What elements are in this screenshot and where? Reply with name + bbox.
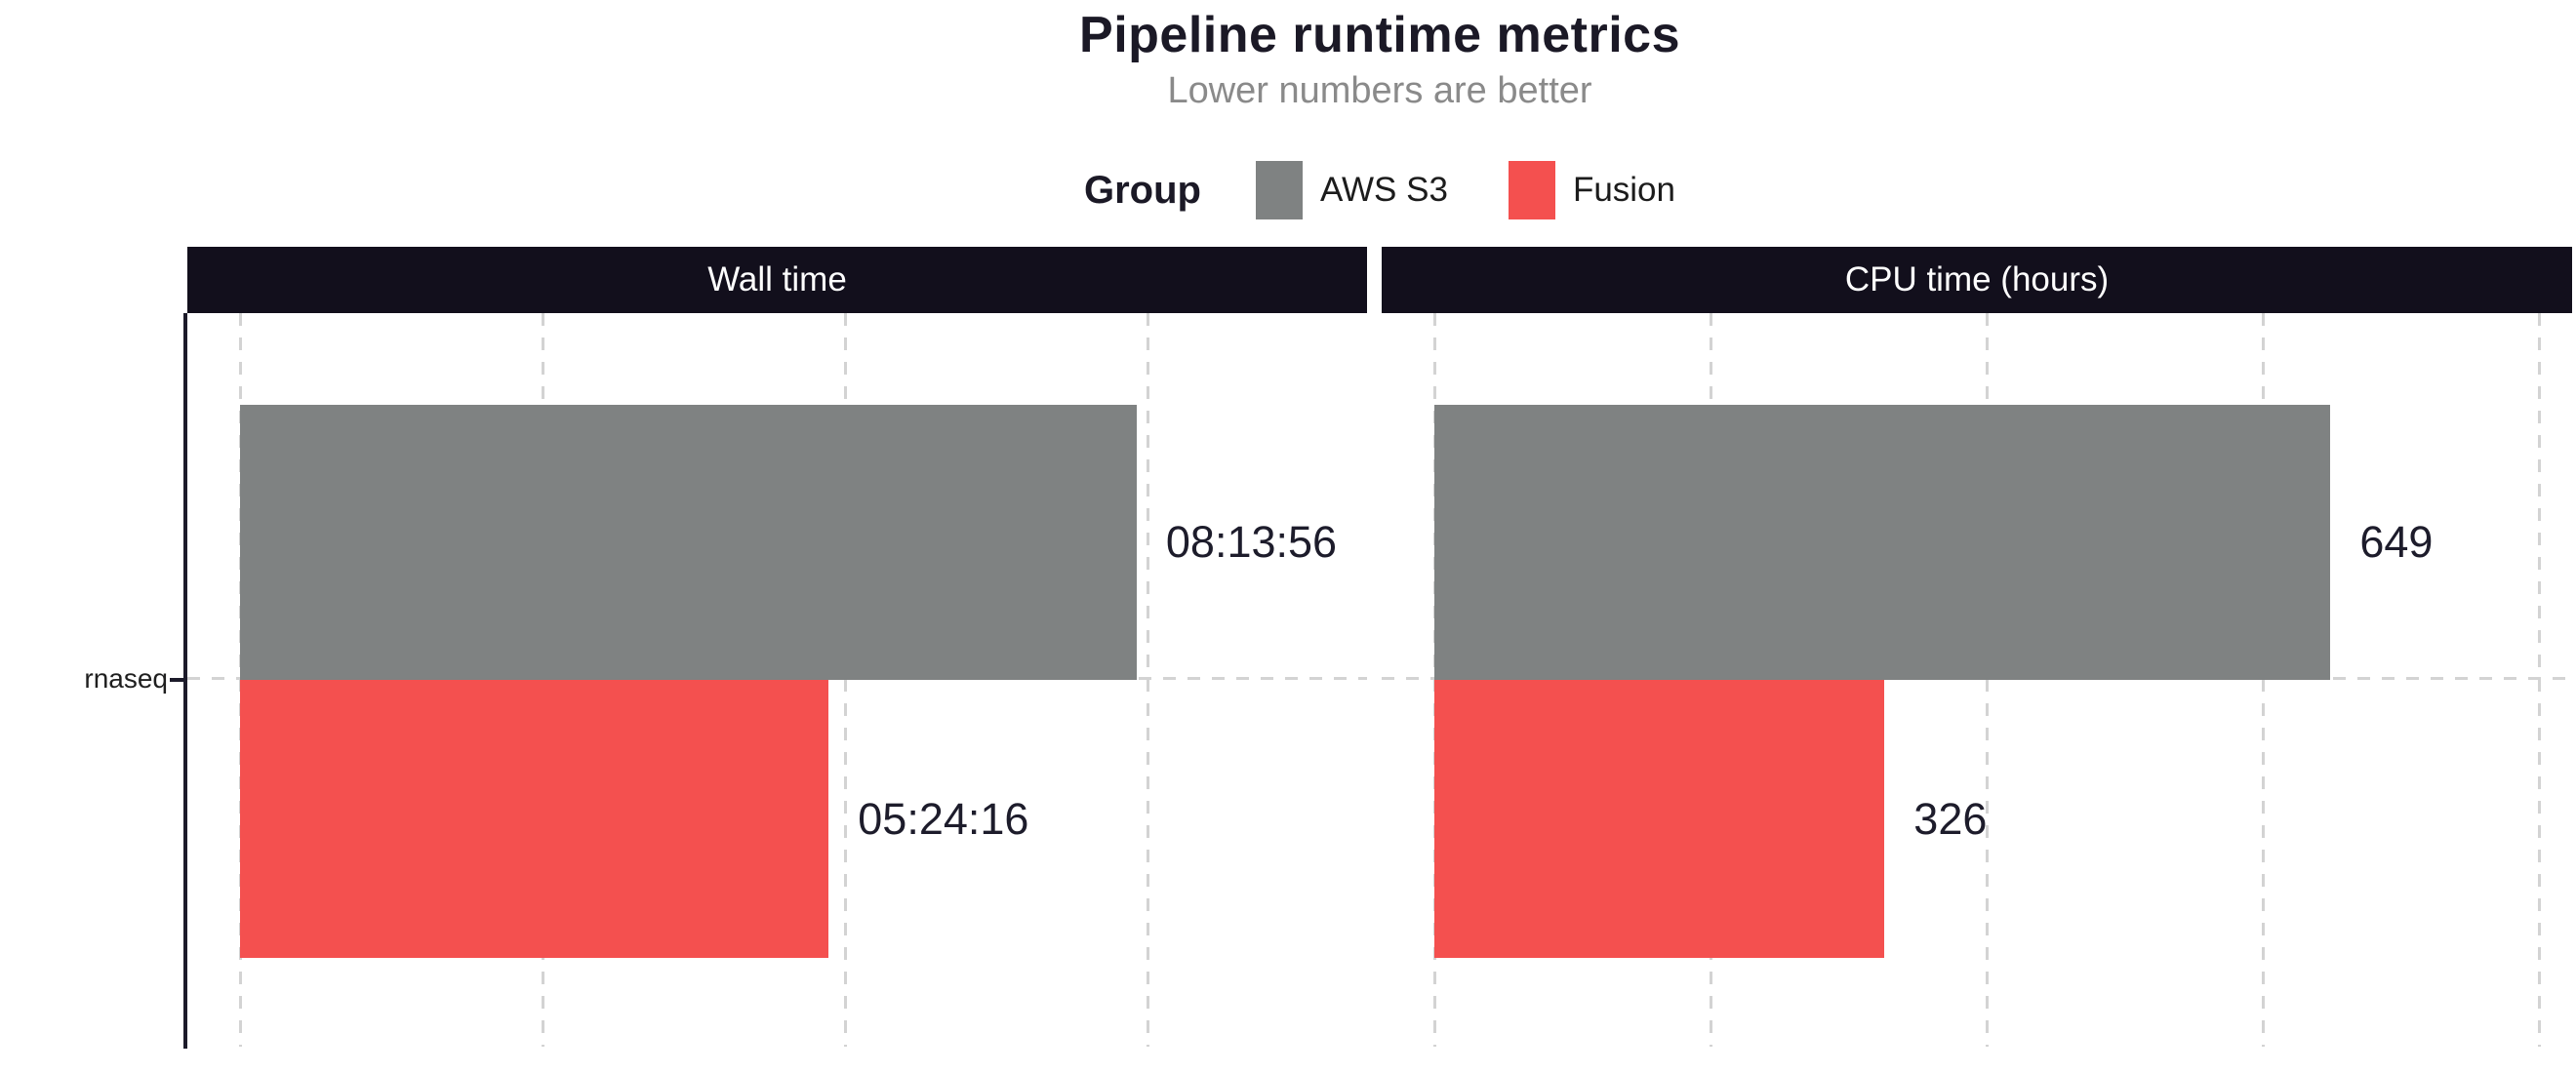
facet-cpu-time: CPU time (hours) 649 326 [1382,247,2572,1047]
gridline-vertical [1985,313,1989,1047]
bar-fusion [1434,680,1885,958]
bar-fusion [240,680,829,958]
bar-aws-s3 [240,405,1137,680]
chart-subtitle: Lower numbers are better [1167,70,1592,111]
facet-panel-wall-time: 08:13:56 05:24:16 [187,313,1367,1047]
gridline-vertical [2261,313,2265,1047]
bar-value-label: 08:13:56 [1165,517,1338,567]
legend-item-aws-s3: AWS S3 [1255,161,1448,219]
legend-swatch-fusion [1508,161,1555,219]
bar-value-label: 649 [2359,517,2434,567]
legend: Group AWS S3 Fusion [187,156,2572,224]
facet-strip-wall-time: Wall time [187,247,1367,313]
facet-strip-cpu-time: CPU time (hours) [1382,247,2572,313]
legend-swatch-aws-s3 [1255,161,1303,219]
gridline-vertical [2537,313,2541,1047]
y-axis-tick [170,678,187,682]
bar-value-label: 05:24:16 [858,793,1029,844]
facet-wall-time: Wall time 08:13:56 05:24:16 [187,247,1367,1047]
bar-value-label: 326 [1913,793,1988,844]
y-axis-tick-label: rnaseq [84,663,168,694]
facet-panel-cpu-time: 649 326 [1382,313,2572,1047]
legend-title: Group [1083,168,1201,212]
chart-title: Pipeline runtime metrics [1079,7,1680,63]
legend-label-fusion: Fusion [1572,171,1675,209]
gridline-vertical [843,313,847,1047]
legend-label-aws-s3: AWS S3 [1319,171,1448,209]
bar-aws-s3 [1434,405,2331,680]
legend-item-fusion: Fusion [1508,161,1675,219]
gridline-vertical [1146,313,1149,1047]
